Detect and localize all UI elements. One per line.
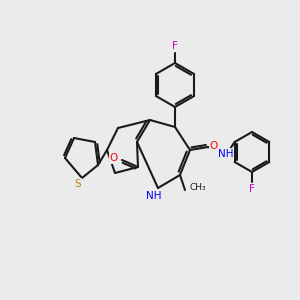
Text: F: F <box>172 41 178 51</box>
Text: NH: NH <box>218 149 234 159</box>
Text: CH₃: CH₃ <box>190 184 207 193</box>
Text: NH: NH <box>146 191 162 201</box>
Text: O: O <box>110 153 118 163</box>
Text: O: O <box>210 141 218 151</box>
Text: F: F <box>249 184 255 194</box>
Text: S: S <box>75 179 81 189</box>
